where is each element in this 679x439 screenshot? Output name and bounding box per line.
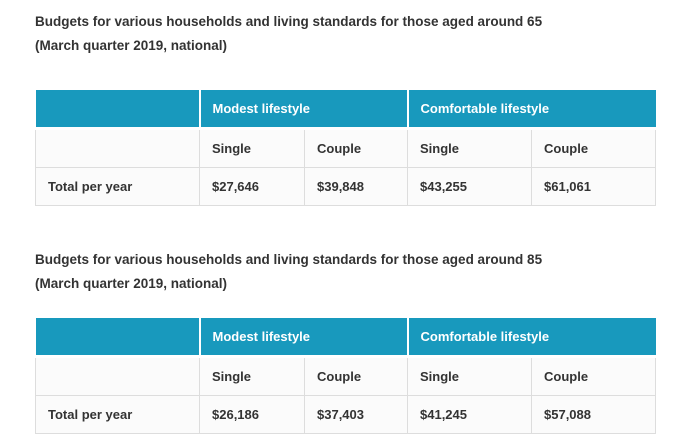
- value-comfortable-couple: $61,061: [531, 167, 656, 206]
- group-header-empty-cell: [35, 318, 201, 358]
- subheader-modest-single: Single: [199, 128, 305, 168]
- budget-table-65: Modest lifestyle Comfortable lifestyle S…: [35, 90, 656, 206]
- subheader-comfortable-couple: Couple: [531, 128, 656, 168]
- table-title-85: Budgets for various households and livin…: [35, 248, 655, 296]
- table-title-65-line1: Budgets for various households and livin…: [35, 14, 543, 29]
- sub-header-row: Single Couple Single Couple: [35, 356, 656, 396]
- row-label-total-per-year: Total per year: [35, 395, 200, 434]
- subheader-comfortable-single: Single: [407, 356, 532, 396]
- group-header-comfortable: Comfortable lifestyle: [407, 90, 656, 130]
- table-row-total-per-year: Total per year $27,646 $39,848 $43,255 $…: [35, 167, 656, 206]
- value-comfortable-couple: $57,088: [531, 395, 656, 434]
- budget-table-85: Modest lifestyle Comfortable lifestyle S…: [35, 318, 656, 434]
- group-header-row: Modest lifestyle Comfortable lifestyle: [35, 90, 656, 130]
- subheader-comfortable-single: Single: [407, 128, 532, 168]
- value-modest-couple: $39,848: [304, 167, 408, 206]
- subheader-modest-couple: Couple: [304, 356, 408, 396]
- group-header-comfortable: Comfortable lifestyle: [407, 318, 656, 358]
- group-header-row: Modest lifestyle Comfortable lifestyle: [35, 318, 656, 358]
- subheader-comfortable-couple: Couple: [531, 356, 656, 396]
- subheader-modest-couple: Couple: [304, 128, 408, 168]
- group-header-empty-cell: [35, 90, 201, 130]
- value-comfortable-single: $43,255: [407, 167, 532, 206]
- table-title-65: Budgets for various households and livin…: [35, 10, 655, 58]
- table-title-65-line2: (March quarter 2019, national): [35, 38, 228, 53]
- table-title-85-line2: (March quarter 2019, national): [35, 276, 228, 291]
- row-label-total-per-year: Total per year: [35, 167, 200, 206]
- group-header-modest: Modest lifestyle: [199, 318, 409, 358]
- section-age-65: Budgets for various households and livin…: [35, 10, 656, 206]
- table-title-85-line1: Budgets for various households and livin…: [35, 252, 543, 267]
- value-modest-couple: $37,403: [304, 395, 408, 434]
- table-row-total-per-year: Total per year $26,186 $37,403 $41,245 $…: [35, 395, 656, 434]
- section-age-85: Budgets for various households and livin…: [35, 248, 656, 434]
- group-header-modest: Modest lifestyle: [199, 90, 409, 130]
- value-modest-single: $26,186: [199, 395, 305, 434]
- sub-header-row: Single Couple Single Couple: [35, 128, 656, 168]
- value-comfortable-single: $41,245: [407, 395, 532, 434]
- subheader-modest-single: Single: [199, 356, 305, 396]
- sub-header-empty-cell: [35, 356, 200, 396]
- sub-header-empty-cell: [35, 128, 200, 168]
- value-modest-single: $27,646: [199, 167, 305, 206]
